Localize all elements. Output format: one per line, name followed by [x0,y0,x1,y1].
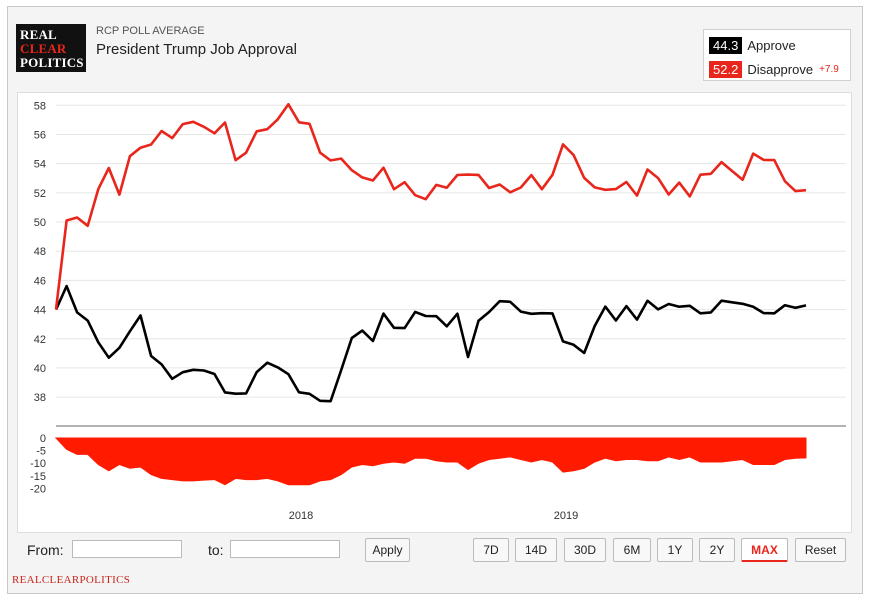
series-line-approve [54,284,807,403]
range-controls: From: to: Apply 7D 14D 30D 6M 1Y 2Y MAX … [17,534,852,570]
spread-tick-label: 0 [40,433,46,445]
disapprove-label: Disapprove [747,61,814,77]
range-14d-button[interactable]: 14D [515,538,557,562]
reset-button[interactable]: Reset [795,538,846,562]
range-max-button[interactable]: MAX [741,538,788,562]
legend-disapprove: 52.2 Disapprove +7.9 [709,60,839,78]
spread-tick-label: -5 [36,446,46,458]
apply-button[interactable]: Apply [365,538,410,562]
y-tick-label: 56 [34,129,46,141]
to-label: to: [208,542,224,558]
approve-label: Approve [747,37,796,53]
logo-line-1: REAL [20,27,57,42]
logo-line-3: POLITICS [20,55,84,70]
legend-approve: 44.3 Approve [709,36,796,54]
footer-brand[interactable]: REALCLEARPOLITICS [12,574,131,586]
range-30d-button[interactable]: 30D [564,538,606,562]
logo-line-2: CLEAR [20,41,67,56]
spread-tick-label: -15 [30,471,46,483]
page-title: President Trump Job Approval [96,41,297,58]
range-6m-button[interactable]: 6M [613,538,651,562]
range-2y-button[interactable]: 2Y [699,538,735,562]
from-date-input[interactable] [72,540,182,558]
disapprove-value: 52.2 [709,60,743,78]
range-7d-button[interactable]: 7D [473,538,509,562]
source-label: RCP POLL AVERAGE [96,25,205,37]
y-tick-label: 40 [34,363,46,375]
approve-value: 44.3 [709,36,743,54]
y-tick-label: 44 [34,305,46,317]
rcp-logo[interactable]: REAL CLEAR POLITICS [16,24,86,72]
from-label: From: [27,542,64,558]
spread-tick-label: -10 [30,458,46,470]
chart-svg: 38 40 42 44 46 48 50 52 54 56 58 0-5-10-15-20 2018 20… [30,100,846,522]
spread-tick-label: -20 [30,483,46,495]
spread-value: +7.9 [819,63,839,75]
y-tick-label: 54 [34,159,46,171]
legend: 44.3 Approve 52.2 Disapprove +7.9 [703,29,851,81]
range-1y-button[interactable]: 1Y [657,538,693,562]
y-tick-label: 48 [34,246,46,258]
y-tick-label: 52 [34,188,46,200]
spread-area [54,437,807,486]
y-tick-label: 58 [34,100,46,112]
y-tick-label: 46 [34,275,46,287]
x-tick-label: 2019 [554,510,578,522]
x-tick-label: 2018 [289,510,313,522]
series-line-disapprove [54,103,807,310]
y-tick-label: 42 [34,334,46,346]
to-date-input[interactable] [230,540,340,558]
y-tick-label: 38 [34,392,46,404]
y-tick-label: 50 [34,217,46,229]
plot-area[interactable]: 38 40 42 44 46 48 50 52 54 56 58 0 -5 -10 -15 -20 2018 20… [17,92,852,533]
